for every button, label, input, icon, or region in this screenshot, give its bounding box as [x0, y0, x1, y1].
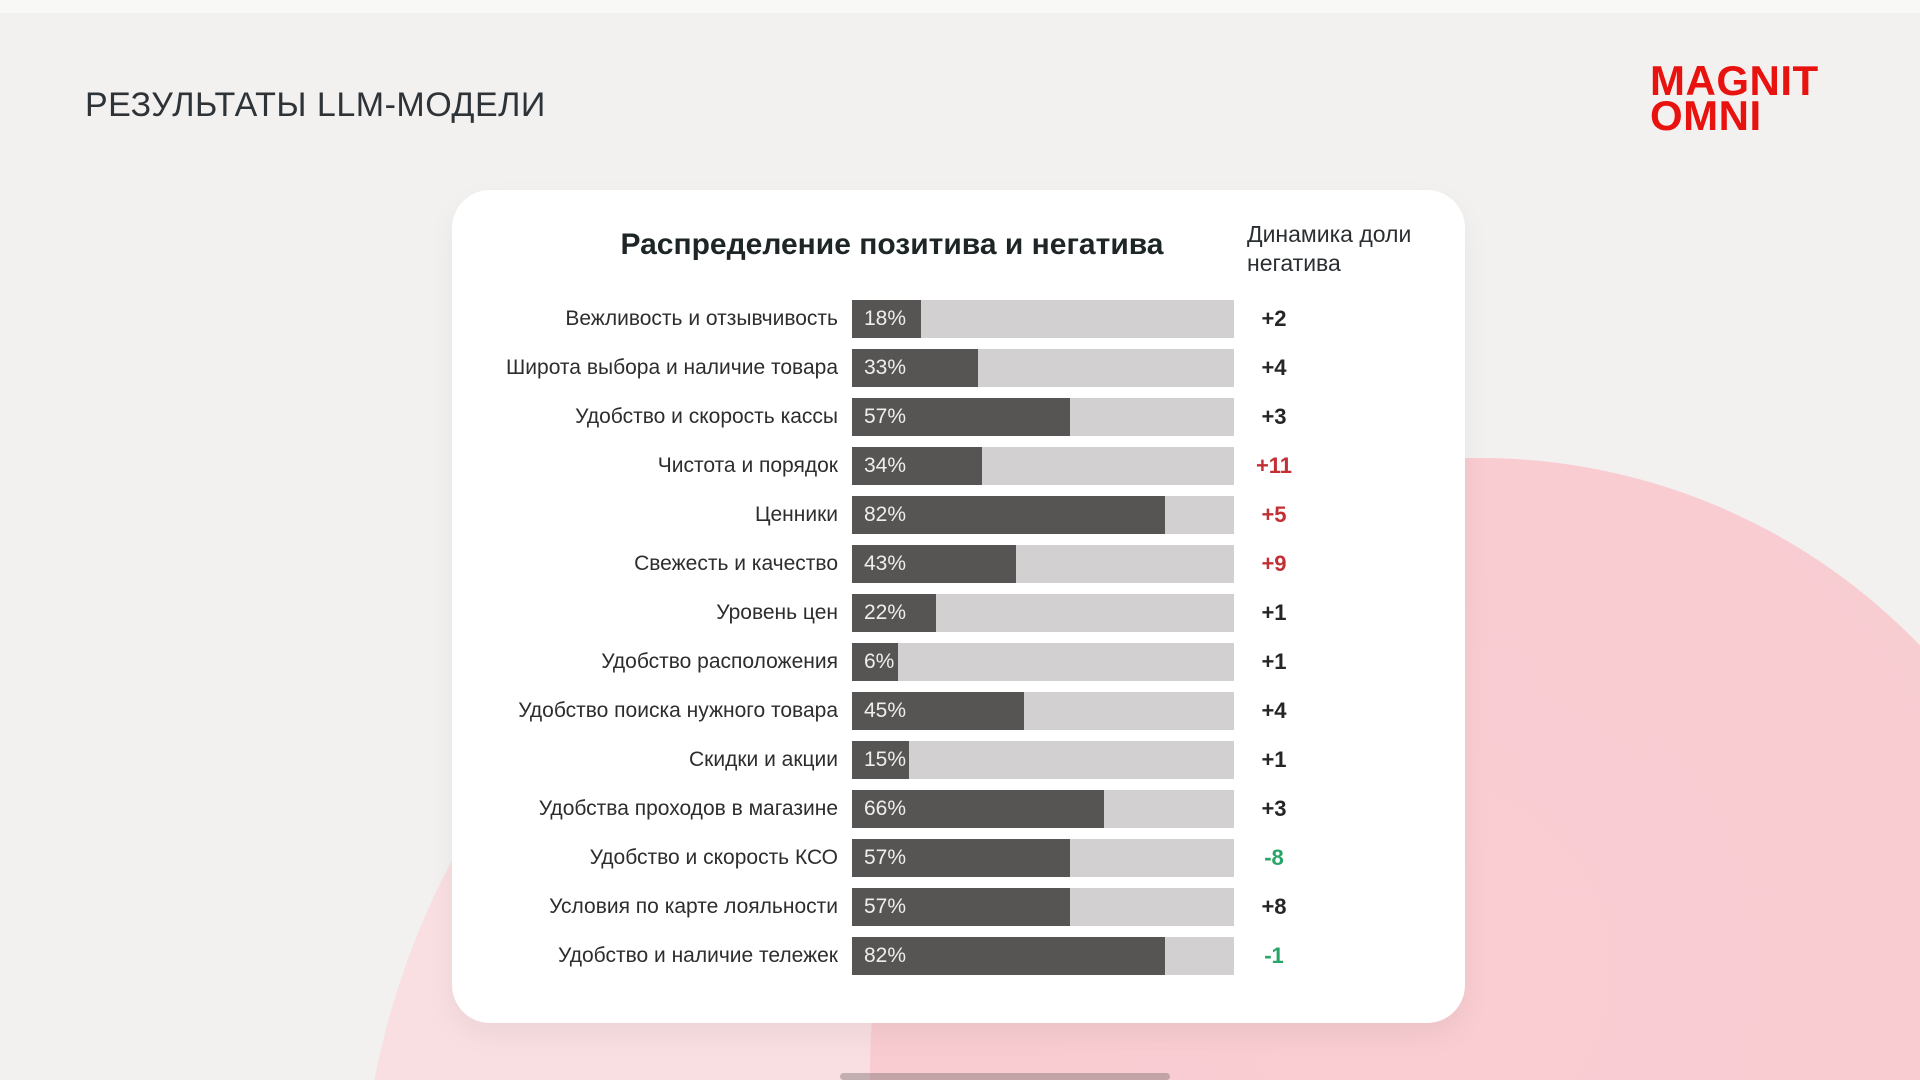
chart-row: Уровень цен 22% +1 [452, 594, 1465, 632]
bar-value-label: 18% [864, 307, 907, 330]
bar-track: 45% [852, 692, 1234, 730]
bar-fill: 22% [852, 594, 937, 632]
chart-row: Широта выбора и наличие товара 33% +4 [452, 349, 1465, 387]
category-label: Удобство расположения [601, 650, 838, 673]
bar-track: 6% [852, 643, 1234, 681]
bar-track: 57% [852, 888, 1234, 926]
bar-fill: 43% [852, 545, 1017, 583]
bar-value-label: 45% [864, 699, 907, 722]
bar-value-label: 57% [864, 895, 907, 918]
category-label: Удобство поиска нужного товара [518, 699, 838, 722]
bar-value-label: 57% [864, 846, 907, 869]
chart-row: Ценники 82% +5 [452, 496, 1465, 534]
video-progress-remnant [840, 1073, 1170, 1080]
category-label: Чистота и порядок [657, 454, 838, 477]
category-label: Ценники [754, 503, 838, 526]
chart-title: Распределение позитива и негатива [620, 228, 1164, 261]
bar-fill: 57% [852, 888, 1070, 926]
category-label: Условия по карте лояльности [549, 895, 838, 918]
bar-track: 15% [852, 741, 1234, 779]
bar-value-label: 57% [864, 405, 907, 428]
bar-fill: 6% [852, 643, 898, 681]
bar-track: 57% [852, 839, 1234, 877]
category-label: Удобство и скорость кассы [575, 405, 838, 428]
chart-row: Удобство поиска нужного товара 45% +4 [452, 692, 1465, 730]
chart-row: Вежливость и отзывчивость 18% +2 [452, 300, 1465, 338]
bar-value-label: 43% [864, 552, 907, 575]
bar-value-label: 6% [864, 650, 895, 673]
bar-track: 33% [852, 349, 1234, 387]
dynamics-value: +4 [1261, 355, 1287, 380]
dynamics-value: +3 [1261, 404, 1287, 429]
page-title: РЕЗУЛЬТАТЫ LLM-МОДЕЛИ [85, 86, 546, 124]
bar-rows: Вежливость и отзывчивость 18% +2 Широта … [452, 300, 1465, 986]
bar-track: 43% [852, 545, 1234, 583]
dynamics-value: +1 [1261, 600, 1287, 625]
bar-track: 18% [852, 300, 1234, 338]
bar-fill: 45% [852, 692, 1024, 730]
chart-row: Удобство расположения 6% +1 [452, 643, 1465, 681]
magnit-omni-logo: MAGNIT OMNI [1650, 57, 1819, 139]
category-label: Удобство и скорость КСО [589, 846, 838, 869]
dynamics-value: +1 [1261, 649, 1287, 674]
bar-track: 22% [852, 594, 1234, 632]
chart-card: Распределение позитива и негатива Динами… [452, 190, 1465, 1023]
dynamics-value: +3 [1261, 796, 1287, 821]
bar-value-label: 82% [864, 944, 907, 967]
category-label: Вежливость и отзывчивость [565, 307, 838, 330]
top-strip [0, 0, 1920, 13]
category-label: Свежесть и качество [634, 552, 838, 575]
category-label: Широта выбора и наличие товара [506, 356, 838, 379]
bar-value-label: 15% [864, 748, 907, 771]
bar-fill: 82% [852, 937, 1166, 975]
chart-row: Удобство и скорость кассы 57% +3 [452, 398, 1465, 436]
bar-fill: 33% [852, 349, 979, 387]
chart-row: Условия по карте лояльности 57% +8 [452, 888, 1465, 926]
bar-fill: 15% [852, 741, 910, 779]
chart-row: Скидки и акции 15% +1 [452, 741, 1465, 779]
bar-value-label: 33% [864, 356, 907, 379]
category-label: Удобства проходов в магазине [538, 797, 838, 820]
bar-value-label: 34% [864, 454, 907, 477]
dynamics-value: +4 [1261, 698, 1287, 723]
bar-value-label: 22% [864, 601, 907, 624]
category-label: Скидки и акции [688, 748, 838, 771]
category-label: Удобство и наличие тележек [558, 944, 838, 967]
bar-fill: 57% [852, 839, 1070, 877]
dynamics-value: -8 [1264, 845, 1284, 870]
bar-fill: 57% [852, 398, 1070, 436]
dynamics-value: +5 [1261, 502, 1287, 527]
dynamics-value: +9 [1261, 551, 1287, 576]
dynamics-value: +8 [1261, 894, 1287, 919]
dynamics-value: -1 [1264, 943, 1284, 968]
category-label: Уровень цен [716, 601, 838, 624]
chart-row: Удобства проходов в магазине 66% +3 [452, 790, 1465, 828]
bar-value-label: 66% [864, 797, 907, 820]
chart-row: Свежесть и качество 43% +9 [452, 545, 1465, 583]
dynamics-value: +11 [1255, 453, 1293, 478]
dynamics-value: +2 [1261, 306, 1287, 331]
bar-fill: 34% [852, 447, 982, 485]
bar-fill: 82% [852, 496, 1166, 534]
bar-track: 82% [852, 496, 1234, 534]
bar-value-label: 82% [864, 503, 907, 526]
dynamics-value: +1 [1261, 747, 1287, 772]
chart-row: Удобство и наличие тележек 82% -1 [452, 937, 1465, 975]
bar-track: 82% [852, 937, 1234, 975]
bar-track: 66% [852, 790, 1234, 828]
bar-fill: 66% [852, 790, 1105, 828]
chart-row: Чистота и порядок 34% +11 [452, 447, 1465, 485]
bar-track: 57% [852, 398, 1234, 436]
bar-track: 34% [852, 447, 1234, 485]
dynamics-column-header: Динамика доли негатива [1247, 221, 1412, 276]
chart-row: Удобство и скорость КСО 57% -8 [452, 839, 1465, 877]
logo-line-1: MAGNIT [1650, 57, 1819, 104]
bar-fill: 18% [852, 300, 921, 338]
logo-line-2: OMNI [1650, 91, 1762, 139]
